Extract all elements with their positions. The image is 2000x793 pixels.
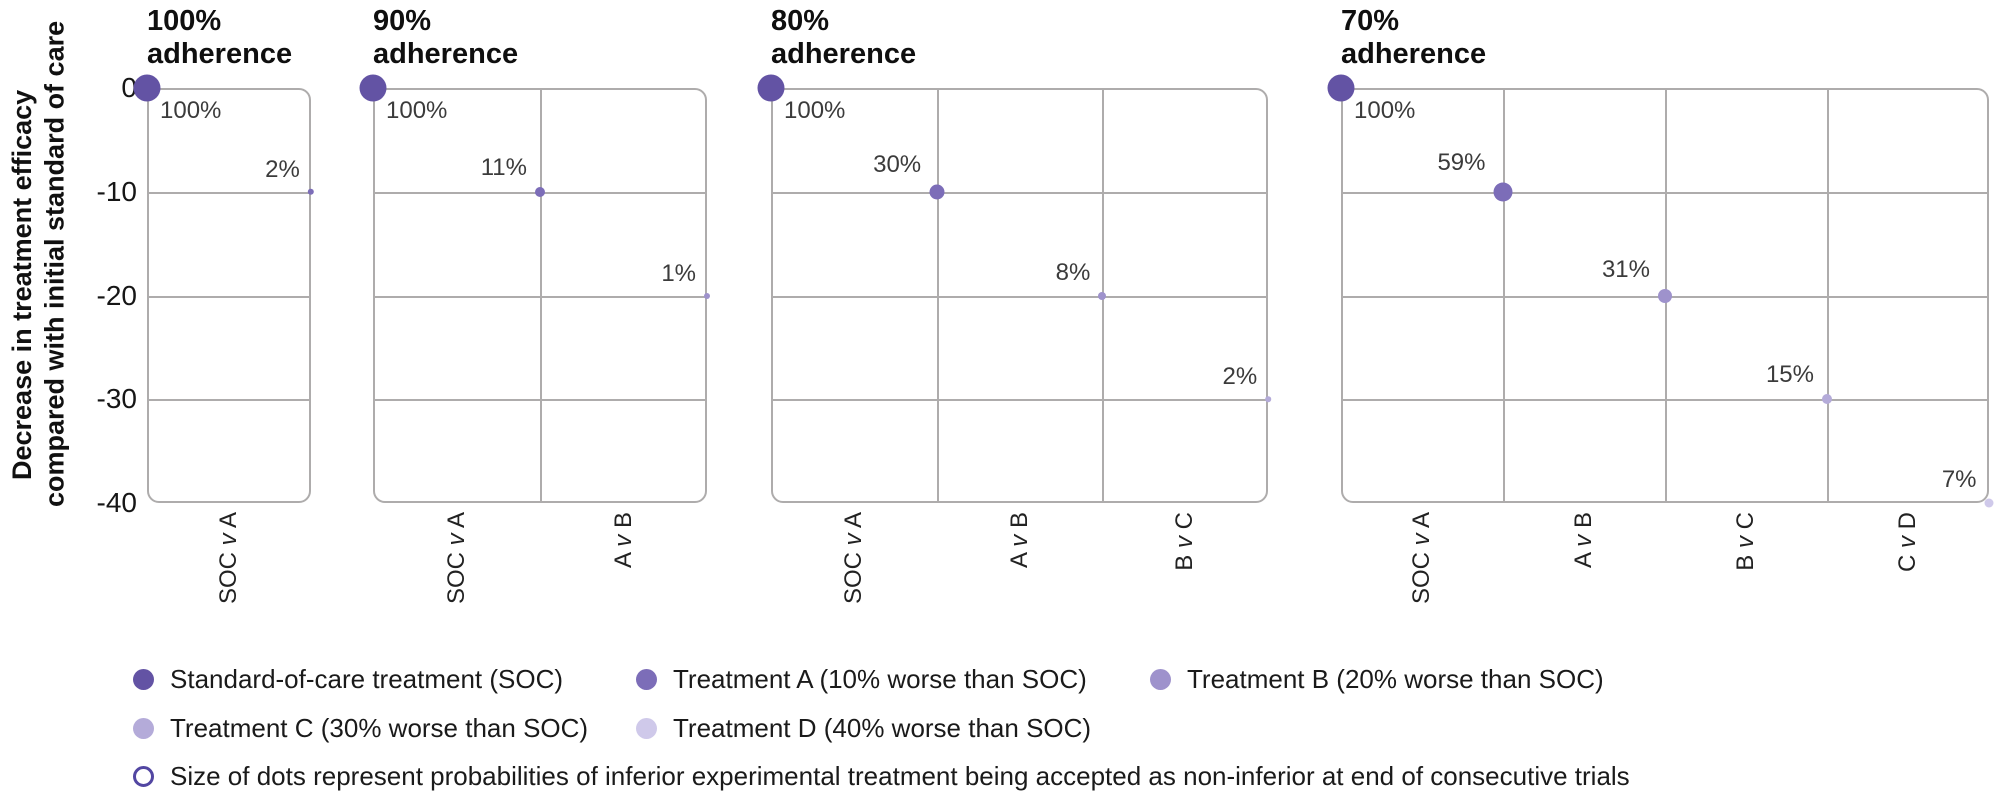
x-category-label: A v B	[609, 512, 637, 569]
column-divider	[936, 90, 939, 501]
panel-plot-area: 100% 11% 1%	[359, 74, 710, 503]
probability-label: 100%	[784, 97, 846, 124]
gridline-horizontal	[773, 191, 1266, 194]
probability-label: 100%	[160, 97, 222, 124]
dot-c	[1822, 394, 1832, 405]
legend-label-treatment-d: Treatment D (40% worse than SOC)	[673, 712, 1092, 743]
gridline-horizontal	[149, 295, 309, 298]
legend-label-treatment-a: Treatment A (10% worse than SOC)	[673, 663, 1087, 694]
probability-label: 2%	[1222, 363, 1258, 391]
x-category-label: A v B	[1005, 512, 1033, 569]
x-category-label: SOC v A	[839, 512, 867, 605]
column-divider	[1503, 90, 1505, 501]
panel-title: 100% adherence	[147, 5, 293, 71]
gridline-horizontal	[773, 399, 1266, 402]
x-category-label: A v B	[1570, 512, 1597, 569]
dot-soc	[1327, 74, 1355, 102]
legend-label-size-note: Size of dots represent probabilities of …	[170, 760, 1630, 791]
dot-a	[535, 186, 545, 197]
dot-a	[1493, 182, 1513, 202]
probability-label: 11%	[480, 153, 527, 181]
legend-item-treatment-d: Treatment D (40% worse than SOC)	[636, 711, 1091, 745]
size-ring-icon	[133, 765, 154, 787]
legend-dot-treatment-c	[133, 717, 154, 739]
legend-label-soc: Standard-of-care treatment (SOC)	[170, 663, 564, 694]
x-category-label: C v D	[1894, 512, 1921, 572]
dot-soc	[359, 74, 387, 102]
probability-label: 30%	[873, 151, 922, 179]
probability-label: 2%	[265, 155, 300, 183]
probability-label: 1%	[661, 259, 696, 287]
legend-label-treatment-c: Treatment C (30% worse than SOC)	[170, 712, 589, 743]
y-tick-label: -40	[96, 487, 137, 518]
legend-dot-treatment-b	[1150, 668, 1171, 690]
probability-label: 100%	[1354, 97, 1416, 124]
legend-dot-treatment-d	[636, 717, 657, 739]
legend-item-treatment-c: Treatment C (30% worse than SOC)	[133, 711, 588, 745]
dot-a	[929, 184, 945, 200]
dot-a	[307, 188, 315, 195]
dot-soc	[757, 74, 785, 102]
dot-d	[1984, 498, 1994, 508]
legend-item-treatment-a: Treatment A (10% worse than SOC)	[636, 662, 1087, 696]
probability-label: 59%	[1437, 149, 1486, 177]
y-tick-label: -10	[96, 175, 137, 207]
dot-b	[1098, 291, 1107, 300]
dot-c	[1265, 396, 1271, 403]
dot-soc	[133, 74, 161, 102]
panel-title: 70% adherence	[1341, 5, 1487, 71]
y-axis-label-line1: Decrease in treatment efficacy	[7, 89, 37, 480]
gridline-horizontal	[149, 191, 309, 194]
legend-label-treatment-b: Treatment B (20% worse than SOC)	[1187, 663, 1604, 694]
column-divider	[540, 90, 542, 501]
probability-label: 31%	[1601, 255, 1650, 283]
probability-label: 8%	[1055, 258, 1091, 286]
y-tick-label: -30	[96, 383, 137, 415]
x-category-label: SOC v A	[1408, 512, 1435, 605]
legend-item-soc: Standard-of-care treatment (SOC)	[133, 662, 563, 696]
legend-dot-soc	[133, 668, 154, 690]
column-divider	[1827, 90, 1829, 501]
panel-plot-area: 100% 2%	[133, 74, 315, 503]
dot-b	[704, 292, 710, 299]
x-category-label: SOC v A	[442, 512, 470, 605]
probability-label: 15%	[1765, 361, 1814, 389]
dot-b	[1658, 288, 1672, 303]
gridline-horizontal	[149, 399, 309, 402]
legend-dot-treatment-a	[636, 668, 657, 690]
panel-title: 80% adherence	[771, 5, 917, 71]
y-tick-label: 0	[121, 72, 137, 103]
gridline-horizontal	[773, 295, 1266, 298]
y-tick-label: -20	[96, 279, 137, 311]
panel-plot-area: 100% 30% 8% 2%	[757, 74, 1271, 503]
legend-item-size-note: Size of dots represent probabilities of …	[133, 759, 1630, 793]
probability-label: 100%	[386, 97, 448, 124]
panel-title: 90% adherence	[373, 5, 519, 71]
x-category-label: B v C	[1732, 512, 1759, 571]
legend-item-treatment-b: Treatment B (20% worse than SOC)	[1150, 662, 1604, 696]
probability-label: 7%	[1941, 465, 1977, 493]
x-category-label: B v C	[1171, 512, 1199, 571]
panel-plot-area: 100% 59% 31% 15% 7%	[1327, 74, 1994, 508]
x-category-label: SOC v A	[215, 512, 242, 605]
